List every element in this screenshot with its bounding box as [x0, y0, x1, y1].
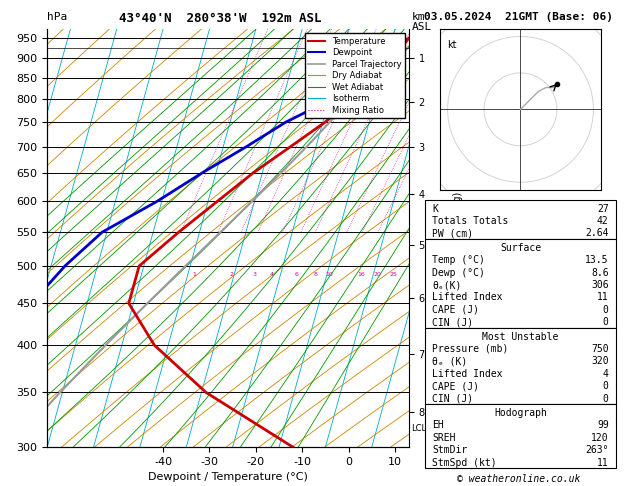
Text: StmSpd (kt): StmSpd (kt) — [432, 458, 497, 468]
Text: θₑ(K): θₑ(K) — [432, 280, 462, 290]
Text: 8: 8 — [313, 272, 317, 277]
Text: 13.5: 13.5 — [585, 255, 609, 265]
Text: Lifted Index: Lifted Index — [432, 369, 503, 379]
Text: Hodograph: Hodograph — [494, 408, 547, 418]
Bar — [425, 200, 616, 239]
Text: 11: 11 — [597, 458, 609, 468]
Text: 99: 99 — [597, 420, 609, 430]
Y-axis label: Mixing Ratio (g/kg): Mixing Ratio (g/kg) — [453, 192, 462, 284]
Text: Dewp (°C): Dewp (°C) — [432, 268, 485, 278]
Text: 0: 0 — [603, 381, 609, 391]
Text: PW (cm): PW (cm) — [432, 228, 474, 239]
Text: 4: 4 — [270, 272, 274, 277]
Text: 4: 4 — [603, 369, 609, 379]
Text: hPa: hPa — [47, 12, 67, 22]
Legend: Temperature, Dewpoint, Parcel Trajectory, Dry Adiabat, Wet Adiabat, Isotherm, Mi: Temperature, Dewpoint, Parcel Trajectory… — [305, 34, 404, 118]
Text: Surface: Surface — [500, 243, 541, 253]
Text: 20: 20 — [373, 272, 381, 277]
Text: 1: 1 — [192, 272, 196, 277]
Text: K: K — [432, 204, 438, 214]
Text: 8.6: 8.6 — [591, 268, 609, 278]
Text: Most Unstable: Most Unstable — [482, 331, 559, 342]
Bar — [425, 404, 616, 468]
Text: 750: 750 — [591, 344, 609, 354]
Text: ASL: ASL — [412, 22, 432, 32]
Text: 6: 6 — [295, 272, 299, 277]
X-axis label: Dewpoint / Temperature (°C): Dewpoint / Temperature (°C) — [148, 472, 308, 483]
Text: 16: 16 — [358, 272, 365, 277]
Text: StmDir: StmDir — [432, 445, 467, 455]
Text: Totals Totals: Totals Totals — [432, 216, 509, 226]
Text: 320: 320 — [591, 356, 609, 366]
Text: 0: 0 — [603, 317, 609, 327]
Text: 120: 120 — [591, 433, 609, 443]
Text: Pressure (mb): Pressure (mb) — [432, 344, 509, 354]
Text: Lifted Index: Lifted Index — [432, 293, 503, 302]
Text: 2.64: 2.64 — [585, 228, 609, 239]
Text: θₑ (K): θₑ (K) — [432, 356, 467, 366]
Text: 27: 27 — [597, 204, 609, 214]
Text: LCL: LCL — [411, 424, 426, 433]
Bar — [425, 328, 616, 404]
Text: 0: 0 — [603, 394, 609, 403]
Text: 10: 10 — [326, 272, 333, 277]
Text: 3: 3 — [253, 272, 257, 277]
Text: 306: 306 — [591, 280, 609, 290]
Text: 03.05.2024  21GMT (Base: 06): 03.05.2024 21GMT (Base: 06) — [425, 12, 613, 22]
Text: SREH: SREH — [432, 433, 456, 443]
Text: Temp (°C): Temp (°C) — [432, 255, 485, 265]
Text: 11: 11 — [597, 293, 609, 302]
Text: 43°40'N  280°38'W  192m ASL: 43°40'N 280°38'W 192m ASL — [119, 12, 321, 25]
Bar — [425, 239, 616, 328]
Text: 0: 0 — [603, 305, 609, 315]
Text: EH: EH — [432, 420, 444, 430]
Text: © weatheronline.co.uk: © weatheronline.co.uk — [457, 473, 581, 484]
Text: CIN (J): CIN (J) — [432, 317, 474, 327]
Text: CAPE (J): CAPE (J) — [432, 305, 479, 315]
Text: km: km — [412, 12, 425, 22]
Text: 263°: 263° — [585, 445, 609, 455]
Text: CAPE (J): CAPE (J) — [432, 381, 479, 391]
Text: 2: 2 — [230, 272, 233, 277]
Text: CIN (J): CIN (J) — [432, 394, 474, 403]
Text: 42: 42 — [597, 216, 609, 226]
Text: kt: kt — [448, 40, 457, 50]
Text: 25: 25 — [389, 272, 397, 277]
